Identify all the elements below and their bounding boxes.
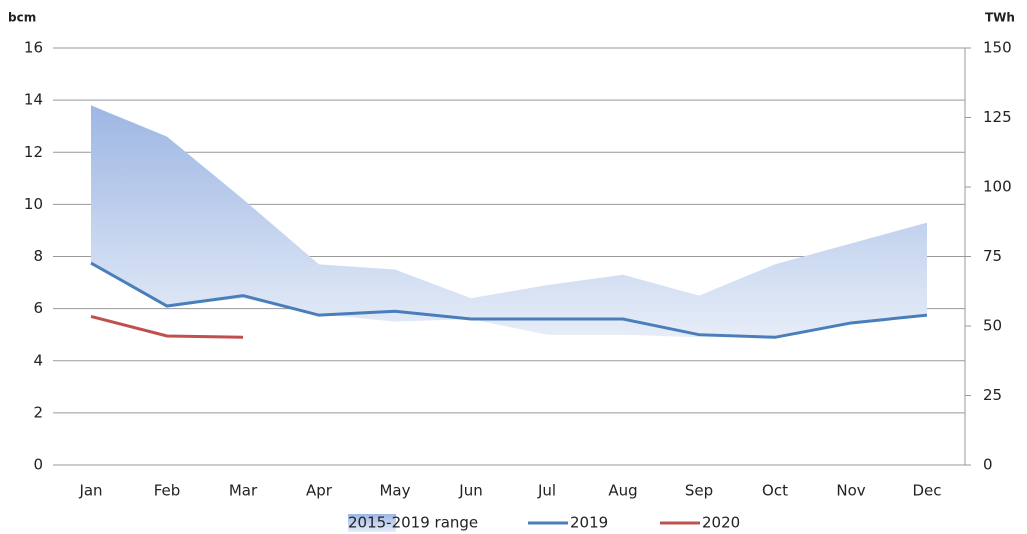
y2-axis-label: TWh	[985, 11, 1015, 25]
y-tick-label: 8	[33, 247, 43, 265]
y2-tick-label: 100	[983, 178, 1012, 196]
x-tick-label: Dec	[912, 482, 941, 500]
legend-label: 2019	[570, 514, 608, 532]
legend-label: 2020	[702, 514, 740, 532]
y-tick-label: 2	[33, 403, 43, 421]
series-line	[90, 261, 928, 339]
series-line	[90, 314, 244, 339]
x-tick-label: May	[379, 482, 410, 500]
x-tick-label: Oct	[762, 482, 788, 500]
x-tick-label: Aug	[608, 482, 637, 500]
x-tick-label: Jul	[537, 482, 556, 500]
x-tick-label: Jan	[78, 482, 102, 500]
x-tick-label: Apr	[306, 482, 333, 500]
y2-tick-label: 50	[983, 317, 1002, 335]
x-tick-label: Nov	[836, 482, 865, 500]
y-tick-label: 4	[33, 351, 43, 369]
y2-tick-label: 75	[983, 247, 1002, 265]
y-tick-label: 10	[24, 195, 43, 213]
legend-swatch	[348, 514, 396, 532]
x-tick-label: Jun	[458, 482, 482, 500]
y-tick-label: 0	[33, 456, 43, 474]
x-tick-label: Mar	[229, 482, 258, 500]
y-tick-label: 14	[24, 91, 43, 109]
y2-tick-label: 25	[983, 386, 1002, 404]
range-area	[91, 105, 927, 338]
legend-label: 2015-2019 range	[348, 514, 478, 532]
y-tick-label: 16	[24, 39, 43, 57]
x-tick-label: Feb	[154, 482, 181, 500]
y-tick-label: 12	[24, 143, 43, 161]
y-tick-label: 6	[33, 299, 43, 317]
y2-tick-label: 150	[983, 39, 1012, 57]
x-tick-label: Sep	[685, 482, 713, 500]
y2-tick-label: 125	[983, 108, 1012, 126]
y2-tick-label: 0	[983, 456, 993, 474]
y-axis-label: bcm	[8, 11, 36, 25]
